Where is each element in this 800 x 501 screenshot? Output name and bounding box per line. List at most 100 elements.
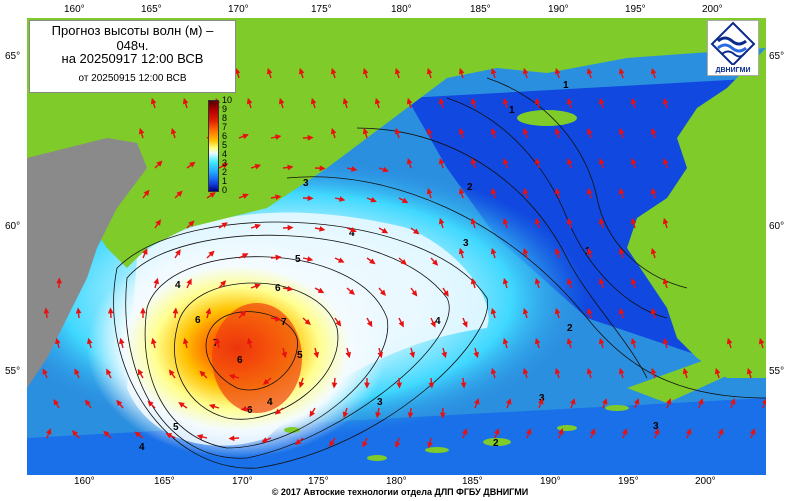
- wave-direction-arrowhead: [460, 382, 467, 389]
- wave-direction-arrowhead: [650, 247, 657, 255]
- colorbar-tick-label: 5: [222, 140, 228, 150]
- wave-direction-arrowhead: [473, 351, 479, 359]
- title-line1: Прогноз высоты волн (м) –: [51, 23, 214, 38]
- wave-direction-arrowhead: [351, 166, 358, 172]
- wave-direction-arrowhead: [566, 337, 573, 345]
- wave-direction-arrowhead: [287, 285, 294, 292]
- colorbar-labels: 10 9 8 7 6 5 4 3 2 1 0: [222, 96, 236, 196]
- wave-direction-arrowhead: [313, 351, 319, 359]
- wave-direction-arrowhead: [119, 337, 125, 345]
- wave-direction-arrowhead: [330, 67, 337, 75]
- wave-direction-arrowhead: [176, 190, 183, 197]
- contour-lines: [113, 77, 766, 469]
- forecast-base-time: от 20250915 12:00 ВСВ: [78, 73, 187, 84]
- contour-label: 2: [493, 438, 499, 449]
- title-line1b: 048ч.: [116, 38, 149, 53]
- contour-label: 3: [653, 421, 659, 432]
- logo-text: ДВНИГМИ: [715, 67, 751, 74]
- wave-direction-arrowhead: [375, 412, 381, 419]
- wave-direction-arrowhead: [137, 368, 144, 376]
- wave-direction-arrowhead: [534, 157, 541, 165]
- wave-direction-arrowhead: [630, 277, 637, 285]
- colorbar-tick-label: 6: [222, 131, 228, 141]
- wave-direction-arrowhead: [240, 405, 247, 412]
- contour-label: 2: [467, 182, 473, 193]
- wave-direction-arrowhead: [394, 127, 401, 135]
- wave-direction-arrowhead: [156, 160, 163, 167]
- wave-direction-arrowhead: [247, 337, 253, 345]
- wave-direction-arrowhead: [490, 127, 497, 135]
- wave-direction-arrowhead: [261, 437, 268, 443]
- wave-direction-arrowhead: [566, 97, 573, 105]
- wave-direction-arrowhead: [534, 97, 541, 105]
- wave-direction-arrowhead: [42, 368, 48, 375]
- wave-direction-arrowhead: [348, 288, 355, 296]
- wave-direction-arrowhead: [366, 320, 373, 328]
- wave-direction-arrowhead: [554, 247, 561, 255]
- wave-direction-arrowhead: [364, 382, 370, 389]
- wave-direction-arrowhead: [502, 337, 509, 345]
- wave-direction-arrowhead: [75, 307, 82, 314]
- wave-direction-arrowhead: [196, 434, 204, 440]
- wave-direction-arrowhead: [370, 197, 377, 203]
- wave-direction-arrowhead: [586, 127, 593, 135]
- wave-direction-arrowhead: [650, 127, 657, 135]
- wave-direction-arrowhead: [103, 430, 110, 437]
- wave-direction-arrowhead: [458, 187, 465, 195]
- wave-direction-arrowhead: [295, 439, 302, 446]
- wave-direction-arrowhead: [165, 433, 173, 439]
- wave-direction-arrowhead: [502, 97, 509, 105]
- contour-label: 1: [509, 105, 515, 116]
- wave-direction-arrowhead: [522, 367, 529, 375]
- wave-direction-arrowhead: [342, 411, 349, 419]
- wave-direction-arrowhead: [319, 226, 326, 232]
- wave-direction-arrowhead: [554, 187, 561, 195]
- wave-direction-arrowhead: [337, 257, 345, 263]
- wave-direction-arrowhead: [662, 337, 669, 345]
- wave-direction-arrowhead: [598, 277, 605, 285]
- wave-direction-arrowhead: [298, 67, 305, 75]
- wave-direction-arrowhead: [151, 337, 157, 345]
- wave-direction-arrowhead: [470, 157, 477, 165]
- wave-direction-arrowhead: [275, 134, 282, 140]
- map-canvas: 1 1 2 3 3 3 4 4 4 4 4 5 5 5 6 6 6 6 7 7: [27, 18, 766, 475]
- wave-direction-arrowhead: [554, 367, 561, 375]
- wave-direction-arrowhead: [381, 227, 389, 234]
- title-heading: Прогноз высоты волн (м) – 048ч.: [30, 23, 235, 53]
- wave-direction-arrowhead: [662, 97, 669, 105]
- wave-direction-arrowhead: [586, 367, 593, 375]
- wave-direction-arrowhead: [170, 127, 177, 135]
- wave-direction-arrowhead: [182, 97, 189, 105]
- wave-direction-arrowhead: [490, 247, 497, 255]
- wave-height-map: 1 1 2 3 3 3 4 4 4 4 4 5 5 5 6 6 6 6 7 7: [27, 18, 766, 475]
- wave-direction-arrowhead: [150, 97, 157, 105]
- wave-direction-arrowhead: [473, 398, 480, 405]
- wave-direction-arrowhead: [426, 127, 433, 135]
- wave-direction-arrowhead: [71, 430, 78, 437]
- wave-direction-arrowhead: [522, 187, 529, 195]
- wave-direction-arrowhead: [502, 157, 509, 165]
- wave-direction-arrowhead: [427, 441, 433, 449]
- wave-direction-arrowhead: [586, 247, 593, 255]
- wave-direction-arrowhead: [147, 400, 154, 407]
- lon-tick-top: 195°: [625, 4, 646, 15]
- wave-direction-arrowhead: [379, 289, 386, 296]
- colorbar-tick-label: 0: [222, 185, 228, 195]
- wave-direction-arrowhead: [116, 399, 123, 407]
- lon-tick-bottom: 165°: [154, 476, 175, 487]
- wave-direction-arrowhead: [426, 67, 433, 75]
- wave-direction-arrowhead: [761, 398, 766, 405]
- wave-direction-arrowhead: [407, 412, 414, 419]
- contour-label: 3: [377, 397, 383, 408]
- wave-direction-arrowhead: [143, 189, 150, 197]
- wave-direction-arrowhead: [394, 441, 401, 449]
- wave-direction-arrowhead: [554, 127, 561, 135]
- wave-direction-arrowhead: [309, 410, 316, 418]
- wave-direction-arrowhead: [729, 398, 736, 405]
- lat-tick-left: 65°: [5, 51, 21, 62]
- wave-direction-arrowhead: [598, 217, 605, 225]
- lon-tick-bottom: 185°: [462, 476, 483, 487]
- wave-direction-arrowhead: [307, 195, 314, 202]
- wave-direction-arrowhead: [505, 398, 512, 405]
- wave-direction-arrowhead: [56, 277, 63, 284]
